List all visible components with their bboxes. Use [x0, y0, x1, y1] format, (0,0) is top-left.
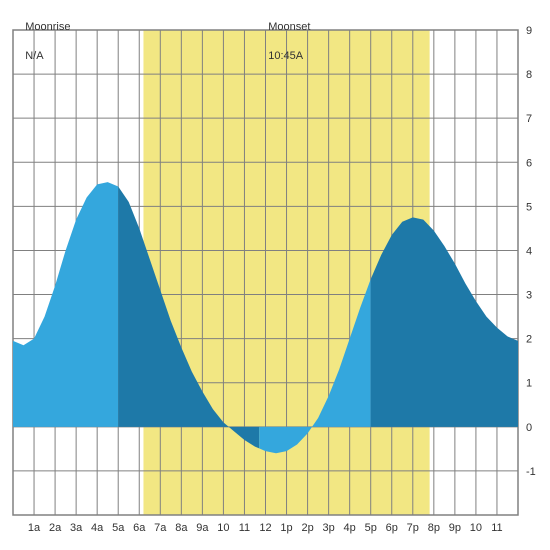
svg-text:8a: 8a	[175, 522, 188, 534]
svg-text:5: 5	[526, 201, 532, 213]
x-ticks: 1a 2a 3a 4a 5a 6a 7a 8a 9a 10 11 12 1p 2p 3p 4p 5p 6p 7p 8p…	[28, 522, 503, 534]
svg-text:11: 11	[239, 522, 250, 534]
svg-text:12: 12	[259, 522, 271, 534]
moonset-label: Moonset 10:45A	[256, 6, 310, 77]
svg-text:11: 11	[491, 522, 502, 534]
moonrise-title: Moonrise	[25, 21, 70, 33]
svg-text:3: 3	[526, 290, 532, 302]
svg-text:-1: -1	[526, 466, 536, 478]
svg-text:5p: 5p	[365, 522, 377, 534]
svg-text:3p: 3p	[323, 522, 335, 534]
moonset-value: 10:45A	[268, 50, 303, 62]
svg-text:8p: 8p	[428, 522, 440, 534]
svg-text:1: 1	[526, 378, 532, 390]
svg-text:5a: 5a	[112, 522, 125, 534]
svg-text:1p: 1p	[280, 522, 292, 534]
svg-text:0: 0	[526, 422, 532, 434]
svg-text:7p: 7p	[407, 522, 419, 534]
svg-text:10: 10	[217, 522, 229, 534]
svg-text:6: 6	[526, 157, 532, 169]
moonset-title: Moonset	[268, 21, 310, 33]
svg-text:9: 9	[526, 25, 532, 37]
moonrise-label: Moonrise N/A	[13, 6, 70, 77]
svg-text:2a: 2a	[49, 522, 62, 534]
svg-text:9p: 9p	[449, 522, 461, 534]
svg-text:3a: 3a	[70, 522, 83, 534]
svg-text:4p: 4p	[344, 522, 356, 534]
svg-text:4a: 4a	[91, 522, 104, 534]
chart-svg: -101234567891a2a3a4a5a6a7a8a9a1011121p2p…	[0, 0, 550, 550]
svg-text:7a: 7a	[154, 522, 167, 534]
svg-text:1a: 1a	[28, 522, 41, 534]
moonrise-value: N/A	[25, 50, 43, 62]
svg-text:9a: 9a	[196, 522, 209, 534]
svg-text:10: 10	[470, 522, 482, 534]
svg-text:8: 8	[526, 69, 532, 81]
tide-moon-chart: Moonrise N/A Moonset 10:45A -10123456789…	[0, 0, 550, 550]
svg-text:4: 4	[526, 245, 532, 257]
svg-text:6p: 6p	[386, 522, 398, 534]
svg-text:7: 7	[526, 113, 532, 125]
svg-text:2: 2	[526, 334, 532, 346]
svg-text:2p: 2p	[301, 522, 313, 534]
svg-text:6a: 6a	[133, 522, 146, 534]
